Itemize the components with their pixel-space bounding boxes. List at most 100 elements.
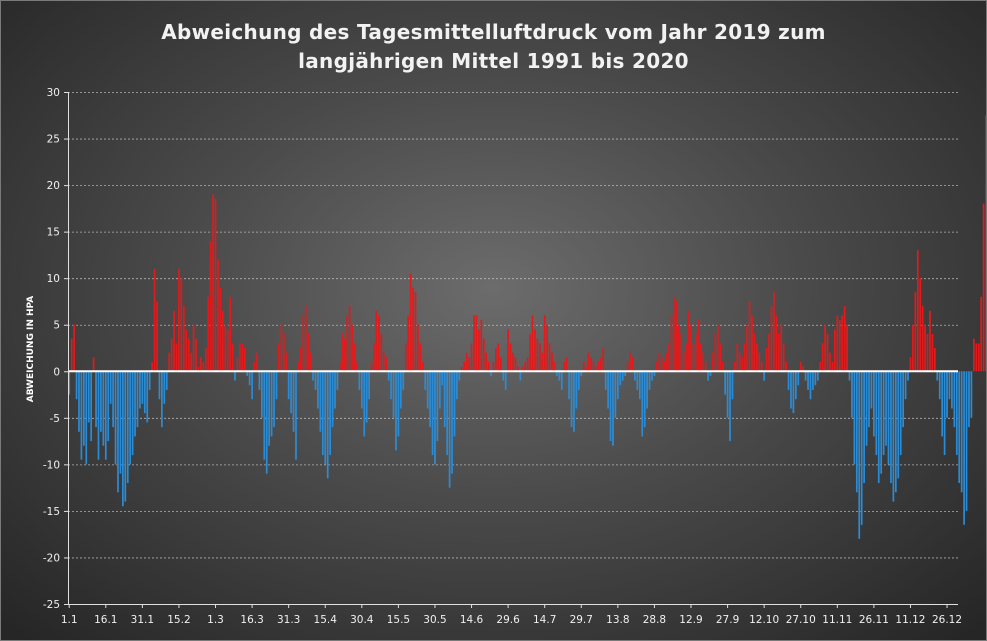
bar — [348, 306, 351, 372]
bar — [302, 315, 305, 372]
x-tick-label: 31.1 — [131, 614, 154, 626]
x-tick-label: 12.9 — [679, 614, 702, 626]
bar — [214, 199, 217, 372]
bar — [468, 357, 470, 372]
bar — [787, 371, 790, 390]
bar — [68, 371, 71, 395]
bar — [487, 361, 490, 372]
bar — [819, 361, 822, 372]
y-tick-label: 30 — [47, 87, 60, 99]
bar — [785, 361, 787, 372]
x-tick-label: 28.8 — [643, 614, 666, 626]
bar — [180, 278, 183, 372]
bar — [565, 357, 568, 372]
bar — [692, 343, 695, 372]
bar — [351, 324, 353, 372]
bar — [392, 371, 395, 418]
bar — [390, 371, 392, 400]
bar — [553, 361, 556, 372]
bar — [490, 371, 492, 376]
bar — [290, 371, 292, 414]
bar — [426, 371, 429, 409]
bar — [538, 343, 541, 372]
bar — [590, 357, 592, 372]
x-tick-label: 30.4 — [350, 614, 374, 626]
bar — [278, 343, 280, 372]
bar — [560, 371, 563, 390]
y-tick-label: -20 — [43, 552, 60, 564]
bar — [209, 240, 212, 372]
bar — [514, 357, 517, 372]
bar — [765, 348, 768, 372]
y-tick-label: -15 — [43, 506, 60, 518]
bar — [153, 268, 156, 372]
bar — [83, 371, 85, 446]
bar — [619, 371, 622, 386]
bar — [207, 296, 210, 372]
bar — [439, 371, 441, 409]
bar — [412, 287, 414, 372]
bar — [373, 343, 375, 372]
bar — [241, 343, 244, 372]
x-tick-label: 26.11 — [859, 614, 889, 626]
bar — [200, 357, 202, 372]
bar — [824, 324, 826, 372]
bar — [185, 329, 188, 372]
bar — [399, 371, 402, 409]
bar — [573, 371, 575, 432]
bar — [300, 348, 302, 372]
bar — [419, 343, 422, 372]
bar — [195, 338, 197, 372]
bar — [558, 371, 561, 381]
bar — [343, 338, 346, 372]
x-tick-label: 15.4 — [314, 614, 338, 626]
bar — [621, 371, 624, 381]
bar — [536, 338, 539, 372]
bar — [168, 352, 171, 372]
bar — [831, 361, 834, 372]
bar — [541, 352, 544, 372]
bar — [368, 371, 370, 400]
bar — [848, 371, 851, 381]
y-tick-label: 5 — [53, 320, 60, 332]
bar — [170, 338, 173, 372]
bar — [287, 371, 290, 400]
bar — [821, 343, 824, 372]
x-tick-label: 14.6 — [460, 614, 484, 626]
bar — [731, 371, 734, 400]
x-tick-label: 31.3 — [277, 614, 300, 626]
bar — [336, 371, 339, 390]
bar — [970, 371, 973, 418]
bar — [424, 371, 427, 390]
bar — [570, 371, 573, 428]
bar — [736, 343, 739, 372]
y-tick-labels: 30 25 20 15 10 5 0 -5 -10 -15 -20 -25 — [43, 87, 60, 611]
bar — [604, 371, 607, 390]
bar — [95, 371, 97, 428]
bar — [795, 371, 797, 400]
bar — [933, 348, 936, 372]
bar — [985, 115, 986, 372]
bar — [285, 352, 288, 372]
bar — [768, 334, 770, 372]
bar — [402, 371, 405, 390]
bar — [397, 371, 400, 437]
bar — [102, 371, 105, 446]
bar — [716, 324, 719, 372]
bar — [912, 324, 914, 372]
bar — [382, 352, 385, 372]
x-tick-label: 1.3 — [207, 614, 224, 626]
bar — [282, 334, 285, 372]
bar — [926, 334, 929, 372]
bar — [680, 334, 683, 372]
bar — [270, 371, 273, 437]
bar — [448, 371, 451, 488]
bar — [936, 371, 939, 381]
bar — [677, 324, 680, 372]
bar — [470, 343, 473, 372]
bar — [685, 343, 687, 372]
x-tick-label: 27.10 — [786, 614, 816, 626]
bar — [907, 371, 909, 381]
bar — [492, 361, 495, 372]
